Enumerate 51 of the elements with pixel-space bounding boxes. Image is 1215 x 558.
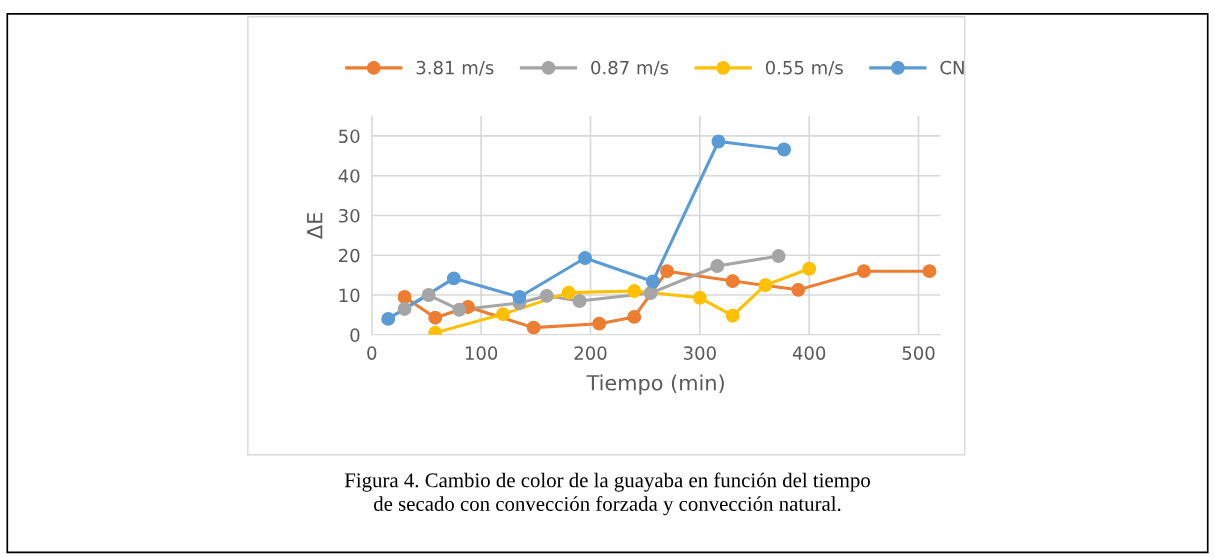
point: [711, 134, 726, 149]
y-tick-label: 40: [338, 169, 360, 183]
point: [922, 264, 937, 279]
point: [725, 308, 740, 323]
point: [428, 310, 443, 325]
point: [578, 251, 592, 265]
point: [692, 290, 707, 305]
point: [572, 294, 587, 308]
x-axis-title: Tiempo (min): [586, 374, 724, 395]
point: [710, 259, 725, 273]
y-tick-label: 0: [350, 328, 360, 342]
point: [539, 288, 554, 303]
point: [627, 309, 642, 324]
y-tick-label: 10: [339, 288, 360, 303]
point: [592, 316, 607, 331]
point: [446, 271, 461, 286]
x-tick-label: 0: [367, 346, 377, 360]
legend-label: 0.55 m/s: [765, 60, 843, 76]
text: Figura 4. Cambio de color de la guayaba en función del tiempo de secado con convección forzada y convección natural.: [344, 472, 870, 516]
y-tick-label: 50: [339, 129, 360, 144]
point: [660, 264, 674, 279]
point: [526, 320, 541, 335]
point: [452, 302, 467, 317]
point: [725, 274, 740, 289]
point: [421, 288, 436, 302]
y-tick-label: 30: [339, 208, 360, 223]
point: [643, 286, 658, 300]
point: [397, 302, 412, 316]
point: [758, 278, 773, 293]
point: [381, 311, 396, 326]
point: [771, 249, 786, 264]
point: [512, 290, 527, 304]
x-tick-label: 300: [683, 346, 716, 360]
point: [561, 285, 576, 300]
y-tick-label: 20: [339, 248, 360, 263]
x-tick-label: 500: [902, 346, 935, 360]
x-tick-label: 200: [574, 346, 607, 360]
point: [645, 274, 660, 289]
legend-label: 0.87 m/s: [591, 60, 669, 76]
x-tick-label: 100: [465, 346, 498, 360]
point: [397, 290, 412, 304]
point: [802, 261, 817, 276]
y-axis-title: ΔE: [307, 213, 323, 239]
x-tick-label: 400: [792, 346, 826, 360]
point: [777, 142, 791, 157]
legend-label: 3.81 m/s: [416, 60, 494, 76]
point: [856, 264, 871, 279]
legend-label: CN: [940, 60, 964, 75]
point: [791, 282, 806, 297]
point: [627, 284, 642, 298]
point: [496, 307, 510, 322]
